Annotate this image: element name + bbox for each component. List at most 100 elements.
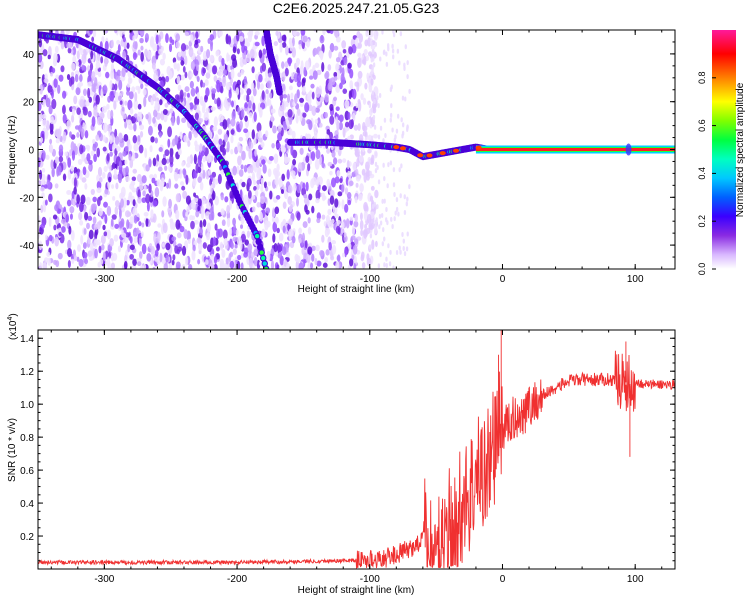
noise-speckle	[118, 95, 122, 102]
noise-speckle	[84, 258, 89, 265]
snr-xtick-label: -300	[94, 574, 114, 585]
noise-speckle	[138, 221, 142, 227]
noise-speckle	[369, 195, 374, 202]
noise-speckle	[286, 93, 291, 103]
noise-speckle	[94, 248, 98, 259]
noise-speckle	[196, 75, 200, 83]
noise-speckle	[352, 162, 357, 171]
noise-speckle	[183, 229, 188, 240]
noise-speckle	[270, 260, 275, 269]
noise-speckle	[226, 204, 231, 214]
noise-speckle	[349, 216, 354, 221]
noise-speckle	[62, 113, 67, 124]
noise-speckle	[319, 249, 324, 257]
noise-speckle	[359, 212, 363, 221]
noise-speckle	[342, 88, 348, 94]
noise-speckle	[307, 217, 311, 224]
noise-speckle	[267, 168, 272, 178]
noise-speckle	[57, 252, 63, 260]
noise-speckle	[86, 222, 90, 230]
noise-speckle	[319, 96, 325, 103]
noise-speckle	[130, 180, 136, 186]
noise-speckle	[89, 62, 94, 71]
noise-speckle	[241, 150, 246, 161]
noise-speckle	[190, 220, 195, 230]
noise-speckle	[233, 223, 237, 235]
noise-speckle	[196, 92, 200, 99]
noise-speckle	[287, 184, 293, 194]
noise-speckle	[41, 114, 47, 119]
noise-speckle	[133, 214, 138, 224]
noise-speckle	[351, 44, 357, 54]
noise-speckle	[207, 38, 211, 44]
noise-speckle	[192, 244, 196, 252]
noise-speckle	[217, 128, 223, 135]
noise-speckle	[121, 229, 124, 235]
noise-speckle	[347, 112, 351, 120]
noise-speckle	[395, 250, 399, 256]
noise-speckle	[230, 135, 234, 144]
noise-speckle	[267, 181, 272, 187]
noise-speckle	[154, 100, 159, 111]
noise-speckle	[73, 186, 77, 195]
noise-speckle	[336, 255, 341, 262]
noise-speckle	[88, 96, 93, 103]
noise-speckle	[308, 193, 313, 201]
noise-speckle	[386, 220, 389, 226]
noise-speckle	[239, 240, 243, 251]
noise-speckle	[374, 161, 378, 167]
noise-speckle	[70, 71, 75, 77]
noise-speckle	[367, 148, 372, 154]
noise-speckle	[129, 244, 135, 251]
noise-speckle	[235, 87, 240, 96]
noise-speckle	[294, 93, 298, 104]
noise-speckle	[64, 151, 69, 157]
snr-xtick-label: 100	[627, 574, 644, 585]
noise-speckle	[71, 114, 75, 123]
noise-speckle	[53, 52, 58, 63]
spectrogram-xtick-label: 100	[627, 274, 644, 285]
noise-speckle	[365, 169, 371, 178]
noise-speckle	[87, 87, 91, 99]
noise-speckle	[281, 246, 287, 256]
noise-speckle	[188, 46, 194, 58]
noise-speckle	[166, 182, 170, 189]
noise-speckle	[371, 239, 375, 250]
noise-speckle	[195, 163, 199, 174]
noise-speckle	[202, 156, 206, 163]
noise-speckle	[131, 265, 137, 269]
noise-speckle	[70, 230, 75, 241]
noise-speckle	[91, 36, 95, 42]
noise-speckle	[322, 262, 328, 268]
noise-speckle	[89, 242, 94, 252]
noise-speckle	[406, 60, 409, 66]
noise-speckle	[364, 136, 368, 143]
noise-speckle	[95, 61, 101, 69]
noise-speckle	[403, 209, 407, 215]
noise-speckle	[87, 65, 91, 72]
noise-speckle	[335, 225, 341, 234]
noise-speckle	[132, 41, 138, 50]
noise-speckle	[205, 87, 210, 97]
noise-speckle	[290, 72, 294, 80]
noise-speckle	[406, 196, 409, 202]
noise-speckle	[400, 117, 403, 123]
noise-speckle	[385, 256, 388, 262]
noise-speckle	[108, 176, 112, 183]
noise-speckle	[296, 184, 302, 194]
noise-speckle	[93, 153, 97, 163]
carrier-blob	[625, 143, 632, 156]
noise-speckle	[259, 211, 263, 222]
noise-speckle	[114, 223, 120, 229]
noise-speckle	[204, 79, 209, 87]
noise-speckle	[251, 195, 256, 200]
noise-speckle	[275, 54, 279, 63]
noise-speckle	[209, 54, 215, 63]
noise-speckle	[206, 202, 212, 210]
noise-speckle	[336, 120, 340, 131]
noise-speckle	[377, 263, 381, 269]
spectrogram-ylabel: Frequency (Hz)	[7, 116, 18, 185]
snr-ytick-label: 1.0	[20, 400, 34, 411]
noise-speckle	[321, 162, 325, 169]
noise-speckle	[140, 231, 144, 238]
